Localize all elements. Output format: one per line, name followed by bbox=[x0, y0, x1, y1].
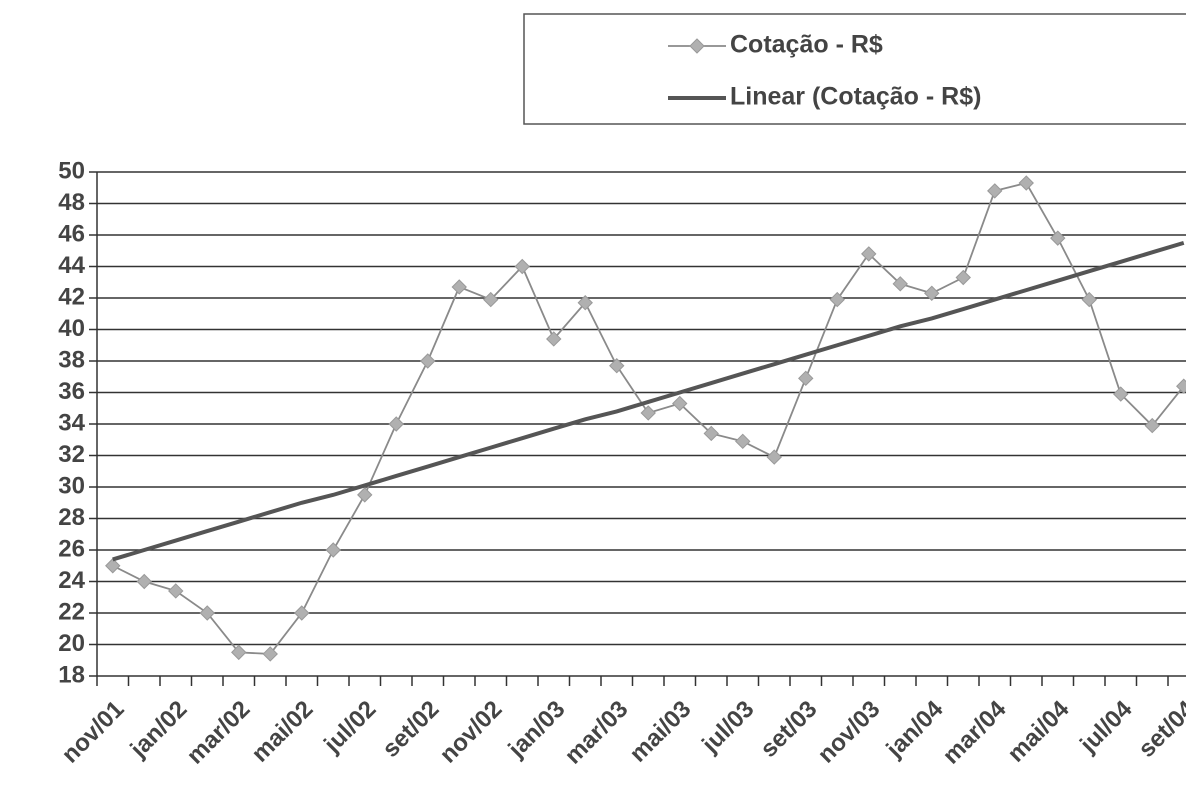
x-tick-label: nov/02 bbox=[435, 696, 508, 769]
y-tick-label: 20 bbox=[58, 630, 85, 657]
data-point bbox=[105, 558, 121, 574]
x-tick-label: set/03 bbox=[755, 696, 822, 763]
data-point bbox=[892, 276, 908, 292]
data-point bbox=[546, 331, 562, 347]
y-tick-label: 18 bbox=[58, 661, 85, 688]
data-point bbox=[924, 285, 940, 301]
data-point bbox=[294, 605, 310, 621]
x-tick-label: mai/03 bbox=[625, 696, 697, 768]
x-tick-label: mar/03 bbox=[560, 696, 634, 770]
y-tick-label: 40 bbox=[58, 315, 85, 342]
x-tick-label: jan/02 bbox=[125, 696, 193, 764]
data-point bbox=[136, 573, 152, 590]
legend-box bbox=[523, 13, 1186, 125]
y-tick-label: 36 bbox=[58, 378, 85, 405]
data-point bbox=[420, 353, 436, 369]
x-tick-label: set/04 bbox=[1133, 695, 1186, 763]
x-tick-label: nov/01 bbox=[57, 696, 130, 769]
data-point bbox=[231, 644, 247, 661]
y-tick-label: 22 bbox=[58, 598, 85, 625]
y-tick-label: 44 bbox=[58, 252, 85, 279]
data-point bbox=[703, 425, 719, 442]
data-point bbox=[672, 395, 688, 412]
x-tick-label: jul/02 bbox=[318, 696, 381, 759]
data-point bbox=[1144, 417, 1160, 434]
data-point bbox=[987, 183, 1003, 199]
x-tick-label: jan/04 bbox=[881, 695, 949, 763]
data-point bbox=[514, 258, 530, 275]
x-tick-label: mar/04 bbox=[938, 695, 1012, 769]
data-point bbox=[829, 291, 845, 308]
legend-label: Cotação - R$ bbox=[730, 31, 883, 59]
y-tick-label: 28 bbox=[58, 504, 85, 531]
y-tick-label: 48 bbox=[58, 189, 85, 216]
data-point bbox=[955, 269, 971, 286]
y-tick-label: 30 bbox=[58, 472, 85, 499]
y-tick-label: 42 bbox=[58, 283, 85, 310]
y-tick-label: 32 bbox=[58, 441, 85, 468]
data-point bbox=[168, 583, 184, 599]
data-point bbox=[357, 487, 373, 503]
x-tick-label: mai/04 bbox=[1003, 695, 1075, 767]
y-tick-label: 24 bbox=[58, 567, 85, 594]
y-tick-label: 46 bbox=[58, 220, 85, 247]
data-point bbox=[1050, 230, 1066, 246]
y-tick-label: 50 bbox=[58, 157, 85, 184]
y-tick-label: 26 bbox=[58, 535, 85, 562]
x-tick-label: nov/03 bbox=[813, 696, 886, 769]
x-tick-label: jul/04 bbox=[1074, 695, 1138, 759]
data-point bbox=[483, 291, 499, 308]
y-tick-label: 38 bbox=[58, 346, 85, 373]
data-point bbox=[388, 416, 404, 432]
data-point bbox=[262, 646, 278, 662]
x-tick-label: mai/02 bbox=[247, 696, 319, 768]
data-point bbox=[798, 370, 814, 387]
x-tick-label: mar/02 bbox=[182, 696, 256, 770]
x-tick-label: set/02 bbox=[377, 696, 444, 763]
data-point bbox=[766, 449, 782, 465]
data-point bbox=[1081, 291, 1097, 308]
series-line bbox=[112, 240, 1185, 562]
data-point bbox=[451, 279, 467, 295]
data-point bbox=[1113, 386, 1129, 402]
legend-marker bbox=[689, 38, 705, 54]
data-point bbox=[1176, 378, 1186, 394]
y-tick-label: 34 bbox=[58, 409, 85, 436]
data-point bbox=[861, 246, 877, 262]
data-point bbox=[1018, 175, 1034, 191]
data-point bbox=[640, 405, 656, 421]
data-point bbox=[577, 295, 593, 311]
legend-label: Linear (Cotação - R$) bbox=[730, 83, 981, 111]
data-point bbox=[735, 433, 751, 450]
data-point bbox=[325, 542, 341, 558]
x-tick-label: jan/03 bbox=[503, 696, 571, 764]
data-point bbox=[609, 358, 625, 374]
x-tick-label: jul/03 bbox=[696, 696, 759, 759]
data-point bbox=[199, 605, 215, 621]
